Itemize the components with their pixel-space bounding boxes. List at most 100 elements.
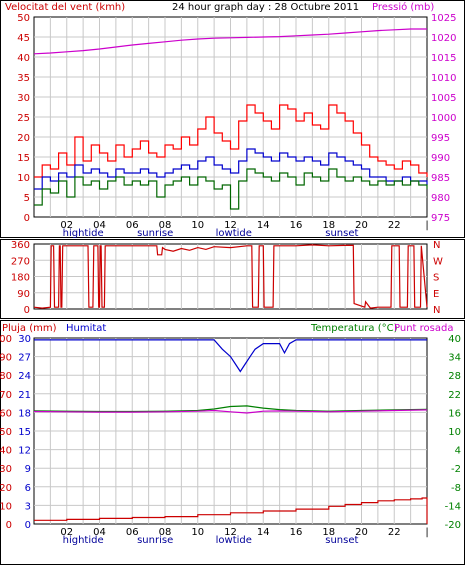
humidity-tick-label: 30 — [18, 334, 31, 345]
wind-x-tick-label: 06 — [126, 220, 139, 231]
temperature-tick-label: -20 — [445, 520, 461, 531]
humidity-tick-label: 3 — [25, 501, 31, 512]
humidity-tick-label: 0 — [25, 520, 31, 531]
tick-labels: 0510152025303540455097598098599099510001… — [0, 13, 461, 546]
wind-x-tick-label: 14 — [257, 220, 270, 231]
climate-event-label: lowtide — [216, 535, 252, 546]
pressure-axis-title: Pressió (mb) — [372, 1, 434, 13]
wind-x-tick-label: 18 — [322, 220, 335, 231]
direction-tick-label: 90 — [17, 289, 30, 300]
humidity-tick-label: 12 — [18, 446, 31, 457]
temperature-tick-label: -8 — [451, 483, 461, 494]
pressure-tick-label: 985 — [431, 173, 450, 184]
humidity-tick-label: 18 — [18, 408, 31, 419]
direction-tick-label: 270 — [11, 256, 30, 267]
direction-tick-label: 360 — [11, 240, 30, 251]
pressure-tick-label: 980 — [431, 193, 450, 204]
wind-x-tick-label: | — [425, 220, 428, 231]
climate-x-tick-label: 08 — [159, 527, 172, 538]
pressure-tick-label: 990 — [431, 153, 450, 164]
climate-x-tick-label: 10 — [191, 527, 204, 538]
rain-tick-label: 10 — [0, 501, 12, 512]
data-series — [33, 28, 428, 524]
wind-tick-label: 40 — [17, 53, 30, 64]
wind-tick-label: 15 — [17, 153, 30, 164]
rain-tick-label: 20 — [0, 483, 12, 494]
wind-x-tick-label: 16 — [290, 220, 303, 231]
humidity-series-line — [34, 339, 427, 373]
wind-tick-label: 0 — [24, 213, 30, 224]
rain-tick-label: 40 — [0, 446, 12, 457]
wind-axis-title: Velocitat del vent (kmh) — [5, 2, 125, 13]
temperature-tick-label: 40 — [448, 334, 461, 345]
wind-x-tick-label: 02 — [60, 220, 73, 231]
temperature-tick-label: 22 — [448, 390, 461, 401]
rain-tick-label: 70 — [0, 390, 12, 401]
pressure-tick-label: 1000 — [431, 113, 456, 124]
wind-x-tick-label: 12 — [224, 220, 237, 231]
pressure-tick-label: 975 — [431, 213, 450, 224]
climate-x-tick-label: 12 — [224, 527, 237, 538]
rain-tick-label: 50 — [0, 427, 12, 438]
wind-tick-label: 50 — [17, 13, 30, 24]
wind-x-tick-label: 10 — [191, 220, 204, 231]
climate-x-tick-label: 04 — [93, 527, 106, 538]
wind-tick-label: 10 — [17, 173, 30, 184]
rain-tick-label: 100 — [0, 334, 12, 345]
wind-tick-label: 5 — [24, 193, 30, 204]
compass-tick-label: N — [433, 305, 440, 316]
gust-series-line — [34, 104, 428, 178]
wind-tick-label: 20 — [17, 133, 30, 144]
pressure-tick-label: 1015 — [431, 53, 456, 64]
compass-tick-label: S — [433, 273, 439, 284]
dewpoint-axis-title: Punt rosada — [394, 323, 453, 334]
direction-tick-label: 180 — [11, 273, 30, 284]
wind-event-label: lowtide — [216, 228, 252, 239]
rain-tick-label: 30 — [0, 464, 12, 475]
rain-axis-title: Pluja (mm) — [2, 323, 57, 334]
climate-event-label: sunrise — [137, 535, 173, 546]
humidity-tick-label: 21 — [18, 390, 31, 401]
humidity-tick-label: 27 — [18, 353, 31, 364]
wind-tick-label: 35 — [17, 73, 30, 84]
climate-event-label: sunset — [325, 535, 358, 546]
temperature-tick-label: -2 — [451, 464, 461, 475]
temperature-axis-title: Temperatura (°C) — [310, 323, 398, 334]
direction-tick-label: 0 — [24, 305, 30, 316]
compass-tick-label: W — [433, 256, 443, 267]
wind-x-tick-label: 04 — [93, 220, 106, 231]
temperature-tick-label: 4 — [455, 446, 461, 457]
temperature-tick-label: 10 — [448, 427, 461, 438]
pressure-tick-label: 1010 — [431, 73, 456, 84]
climate-x-tick-label: 18 — [322, 527, 335, 538]
wind-tick-label: 45 — [17, 33, 30, 44]
wind-x-tick-label: 20 — [355, 220, 368, 231]
average-series-line — [34, 148, 428, 190]
temperature-tick-label: 34 — [448, 353, 461, 364]
pressure-tick-label: 1025 — [431, 13, 456, 24]
temperature-tick-label: -14 — [445, 501, 461, 512]
humidity-axis-title: Humitat — [66, 323, 106, 334]
climate-x-tick-label: 14 — [257, 527, 270, 538]
rain-tick-label: 0 — [6, 520, 12, 531]
wind-x-tick-label: 08 — [159, 220, 172, 231]
direction-series-line — [33, 244, 428, 309]
climate-x-tick-label: 16 — [290, 527, 303, 538]
dewpoint-series-line — [33, 409, 428, 414]
climate-x-tick-label: 20 — [355, 527, 368, 538]
climate-x-tick-label: 06 — [126, 527, 139, 538]
rain-tick-label: 60 — [0, 408, 12, 419]
humidity-tick-label: 6 — [25, 483, 31, 494]
climate-x-tick-label: 02 — [60, 527, 73, 538]
wind-event-label: sunset — [325, 228, 358, 239]
wind-event-label: hightide — [63, 228, 104, 239]
humidity-tick-label: 24 — [18, 371, 31, 382]
climate-x-tick-label: 22 — [388, 527, 401, 538]
temperature-tick-label: 16 — [448, 408, 461, 419]
pressure-series-line — [33, 28, 427, 55]
wind-tick-label: 25 — [17, 113, 30, 124]
wind-tick-label: 30 — [17, 93, 30, 104]
climate-event-label: hightide — [63, 535, 104, 546]
pressure-tick-label: 995 — [431, 133, 450, 144]
